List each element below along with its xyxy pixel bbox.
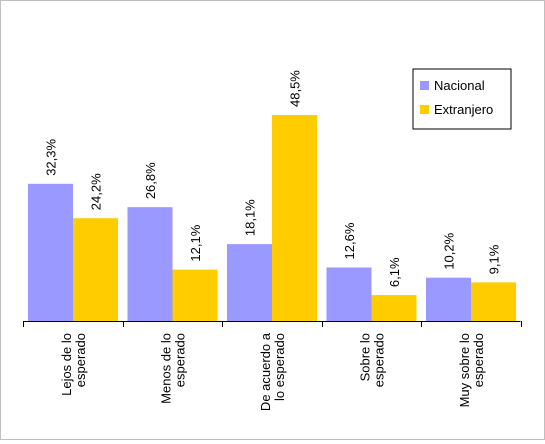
legend-swatch-nacional bbox=[420, 81, 429, 90]
value-label-extranjero-1: 24,2% bbox=[89, 173, 104, 210]
category-label-1: Lejos de loesperado bbox=[59, 333, 88, 396]
svg-text:Sobre loesperado: Sobre loesperado bbox=[357, 333, 386, 387]
category-label-line: Muy sobre lo bbox=[457, 333, 472, 407]
bar-extranjero-2 bbox=[172, 269, 218, 321]
bar-extranjero-5 bbox=[471, 282, 516, 321]
x-axis bbox=[23, 321, 522, 327]
category-label-line: De acuerdo a bbox=[258, 332, 273, 411]
bars-layer bbox=[28, 115, 516, 321]
legend-label-extranjero: Extranjero bbox=[434, 102, 493, 117]
value-label-nacional-1: 32,3% bbox=[44, 139, 59, 176]
bar-extranjero-1 bbox=[73, 218, 118, 321]
category-label-2: Menos de loesperado bbox=[158, 333, 187, 404]
category-label-line: Sobre lo bbox=[357, 333, 372, 381]
value-label-nacional-5: 10,2% bbox=[442, 232, 457, 269]
bar-nacional-3 bbox=[227, 244, 272, 321]
value-label-extranjero-5: 9,1% bbox=[487, 244, 502, 274]
svg-text:Muy sobre loesperado: Muy sobre loesperado bbox=[457, 333, 486, 407]
svg-text:Lejos de loesperado: Lejos de loesperado bbox=[59, 333, 88, 396]
category-label-line: Lejos de lo bbox=[59, 333, 74, 396]
category-labels-layer: Lejos de loesperado Menos de loesperado De… bbox=[59, 332, 486, 411]
category-label-3: De acuerdo alo esperado bbox=[258, 332, 287, 411]
value-label-extranjero-3: 48,5% bbox=[288, 70, 303, 107]
category-label-4: Sobre loesperado bbox=[357, 333, 386, 387]
value-label-nacional-3: 18,1% bbox=[243, 199, 258, 236]
bar-extranjero-4 bbox=[371, 295, 417, 321]
category-label-5: Muy sobre loesperado bbox=[457, 333, 486, 407]
bar-nacional-4 bbox=[326, 267, 372, 321]
legend: Nacional Extranjero bbox=[412, 68, 512, 130]
value-label-nacional-2: 26,8% bbox=[143, 162, 158, 199]
legend-box bbox=[412, 68, 512, 130]
svg-text:Menos de loesperado: Menos de loesperado bbox=[158, 333, 187, 404]
category-label-line: esperado bbox=[73, 333, 88, 387]
category-label-line: esperado bbox=[471, 333, 486, 387]
category-label-line: lo esperado bbox=[272, 333, 287, 401]
category-label-line: Menos de lo bbox=[158, 333, 173, 404]
bar-nacional-2 bbox=[127, 207, 173, 321]
value-labels-layer: 32,3% 26,8% 18,1% 12,6% 10,2% 24,2% 12,1% 48,5%… bbox=[44, 70, 502, 287]
bar-extranjero-3 bbox=[272, 115, 317, 321]
bar-nacional-1 bbox=[28, 183, 73, 321]
legend-label-nacional: Nacional bbox=[434, 78, 485, 93]
bar-nacional-5 bbox=[426, 277, 471, 321]
category-label-line: esperado bbox=[172, 333, 187, 387]
legend-swatch-extranjero bbox=[420, 105, 429, 114]
category-label-line: esperado bbox=[371, 333, 386, 387]
svg-text:De acuerdo alo esperado: De acuerdo alo esperado bbox=[258, 332, 287, 411]
value-label-nacional-4: 12,6% bbox=[342, 222, 357, 259]
value-label-extranjero-4: 6,1% bbox=[387, 257, 402, 287]
value-label-extranjero-2: 12,1% bbox=[188, 224, 203, 261]
